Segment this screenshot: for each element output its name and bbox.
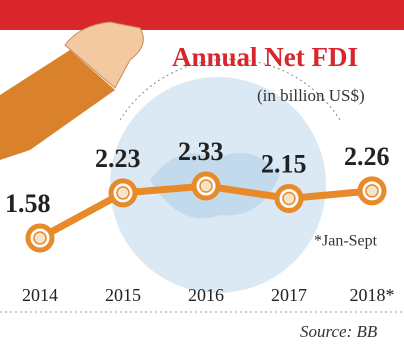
dotted-arc: [119, 58, 341, 121]
data-label: 2.23: [95, 144, 141, 173]
x-tick-label: 2016: [188, 285, 224, 305]
data-label: 2.26: [344, 142, 390, 171]
x-tick-label: 2015: [105, 285, 141, 305]
x-tick-label: 2017: [271, 285, 307, 305]
marker-inner: [33, 231, 47, 245]
data-label: 2.33: [178, 137, 224, 166]
chart-title: Annual Net FDI: [172, 42, 358, 72]
marker-inner: [116, 186, 130, 200]
chart-subtitle: (in billion US$): [257, 86, 365, 105]
data-label: 2.15: [261, 149, 307, 178]
top-bar: [0, 0, 404, 30]
marker-inner: [365, 184, 379, 198]
hand: [64, 21, 144, 89]
x-tick-label: 2014: [22, 285, 58, 305]
sleeve: [0, 50, 115, 160]
marker-inner: [199, 179, 213, 193]
data-label: 1.58: [5, 189, 51, 218]
marker-inner: [282, 191, 296, 206]
source: Source: BB: [300, 322, 378, 341]
x-tick-label: 2018*: [350, 285, 395, 305]
note: *Jan-Sept: [314, 233, 378, 250]
